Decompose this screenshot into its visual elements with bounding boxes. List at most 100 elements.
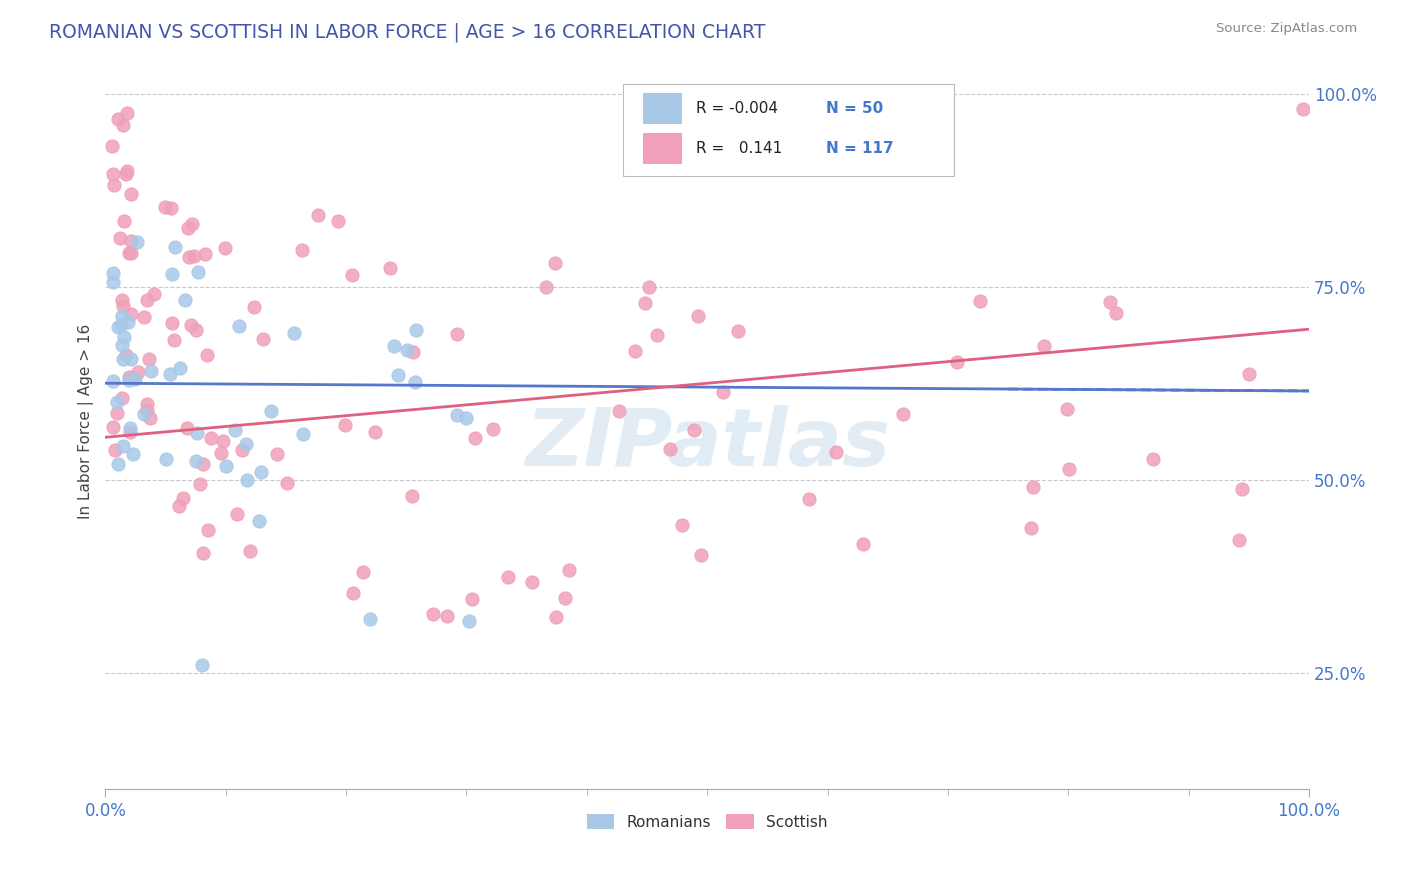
Point bbox=[160, 268, 183, 282]
Point bbox=[193, 457, 215, 471]
Point bbox=[214, 241, 236, 255]
Point bbox=[174, 293, 197, 308]
Point bbox=[176, 421, 198, 435]
Point bbox=[404, 375, 426, 389]
Point bbox=[127, 235, 149, 249]
Point bbox=[482, 422, 505, 436]
Point bbox=[108, 231, 131, 245]
Point bbox=[177, 221, 200, 235]
Point bbox=[118, 369, 141, 384]
Point bbox=[1104, 305, 1126, 319]
Point bbox=[101, 420, 124, 434]
Point bbox=[1237, 367, 1260, 381]
Point bbox=[402, 344, 425, 359]
Point bbox=[155, 452, 177, 467]
Point bbox=[107, 457, 129, 471]
Point bbox=[169, 499, 191, 513]
Point bbox=[215, 459, 238, 474]
Point bbox=[1019, 521, 1042, 535]
Point bbox=[138, 352, 160, 367]
Point bbox=[727, 325, 749, 339]
Point bbox=[104, 443, 127, 458]
Point bbox=[235, 473, 257, 487]
Point bbox=[112, 330, 135, 344]
Point bbox=[135, 397, 157, 411]
Point bbox=[534, 280, 557, 294]
Point bbox=[124, 372, 146, 386]
Point bbox=[711, 385, 734, 400]
Point bbox=[496, 569, 519, 583]
Point bbox=[1057, 462, 1080, 476]
Text: ZIPatlas: ZIPatlas bbox=[524, 405, 890, 483]
Point bbox=[228, 319, 250, 334]
Point bbox=[852, 537, 875, 551]
Point bbox=[825, 444, 848, 458]
Point bbox=[558, 564, 581, 578]
Point bbox=[209, 446, 232, 460]
Point bbox=[120, 352, 142, 367]
Point bbox=[153, 200, 176, 214]
Point bbox=[122, 371, 145, 385]
Point bbox=[946, 355, 969, 369]
Point bbox=[1227, 533, 1250, 547]
Point bbox=[120, 421, 142, 435]
Point bbox=[969, 294, 991, 309]
Point bbox=[405, 323, 427, 337]
Point bbox=[100, 139, 122, 153]
Bar bbox=[644, 94, 682, 124]
Point bbox=[671, 517, 693, 532]
Point bbox=[283, 326, 305, 340]
Point bbox=[111, 118, 134, 132]
Point bbox=[120, 245, 142, 260]
Point bbox=[259, 404, 281, 418]
Point bbox=[446, 326, 468, 341]
Point bbox=[212, 434, 235, 449]
Point bbox=[1056, 401, 1078, 416]
Point bbox=[464, 431, 486, 445]
Point bbox=[110, 318, 132, 332]
Point bbox=[378, 260, 401, 275]
Point bbox=[645, 327, 668, 342]
Point bbox=[364, 425, 387, 439]
Point bbox=[460, 591, 482, 606]
Point bbox=[115, 167, 138, 181]
Point bbox=[225, 508, 247, 522]
Point bbox=[120, 306, 142, 320]
Point bbox=[101, 266, 124, 280]
Point bbox=[184, 454, 207, 468]
Point bbox=[135, 293, 157, 307]
Point bbox=[1033, 339, 1056, 353]
Point bbox=[111, 309, 134, 323]
Point bbox=[118, 425, 141, 439]
Point bbox=[139, 410, 162, 425]
Point bbox=[659, 442, 682, 457]
Point bbox=[624, 343, 647, 358]
Point bbox=[891, 408, 914, 422]
Point bbox=[180, 318, 202, 332]
Point bbox=[187, 265, 209, 279]
Point bbox=[103, 178, 125, 193]
Point bbox=[142, 286, 165, 301]
Point bbox=[1230, 482, 1253, 496]
Point bbox=[456, 411, 478, 425]
Point bbox=[247, 514, 270, 528]
Point bbox=[110, 293, 132, 307]
Point bbox=[342, 586, 364, 600]
Point bbox=[291, 243, 314, 257]
Point bbox=[181, 217, 204, 231]
Point bbox=[387, 368, 409, 382]
Point bbox=[326, 214, 349, 228]
Point bbox=[112, 352, 135, 367]
Point bbox=[689, 549, 711, 563]
Point bbox=[184, 323, 207, 337]
Point bbox=[135, 403, 157, 417]
Point bbox=[436, 609, 458, 624]
Point bbox=[197, 524, 219, 538]
Point bbox=[120, 234, 142, 248]
Point bbox=[333, 418, 356, 433]
Point bbox=[120, 187, 142, 202]
Point bbox=[546, 610, 568, 624]
Point bbox=[127, 365, 149, 379]
Point bbox=[162, 333, 184, 347]
Bar bbox=[644, 133, 682, 163]
